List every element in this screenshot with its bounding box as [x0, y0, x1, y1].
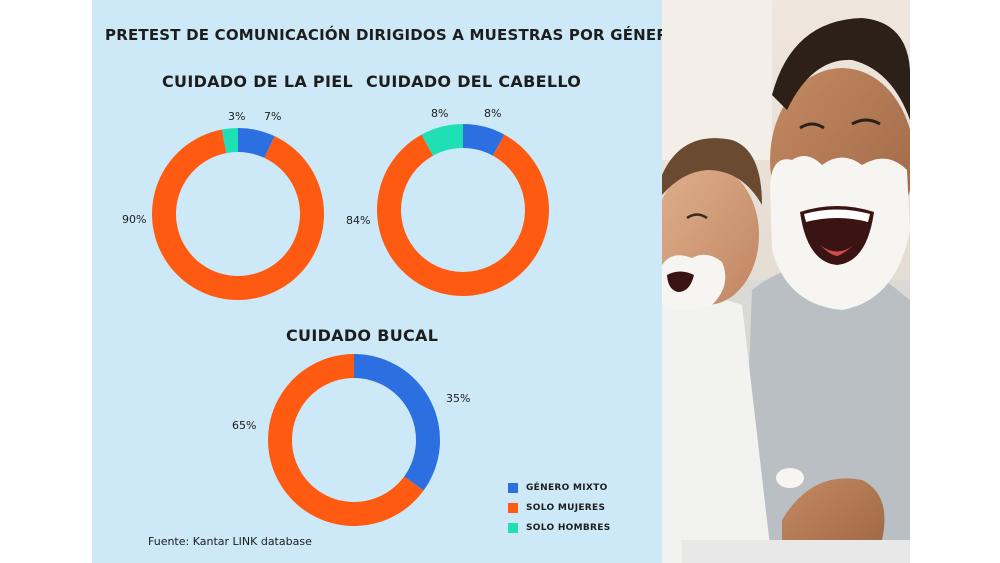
donut-chart-piel: [151, 128, 324, 300]
data-label-hombres-piel: 3%: [228, 110, 246, 123]
legend-item-mixto: GÉNERO MIXTO: [508, 478, 611, 498]
legend: GÉNERO MIXTO SOLO MUJERES SOLO HOMBRES: [508, 478, 611, 538]
legend-item-mujeres: SOLO MUJERES: [508, 498, 611, 518]
donut-segment-mixto: [238, 128, 275, 158]
data-label-mujeres-bucal: 65%: [232, 419, 257, 432]
donut-chart-cabello: [377, 124, 549, 296]
donut-segment-mujeres: [267, 354, 424, 526]
legend-item-hombres: SOLO HOMBRES: [508, 518, 611, 538]
data-label-mujeres-piel: 90%: [122, 213, 147, 226]
source-note: Fuente: Kantar LINK database: [148, 535, 312, 548]
father-and-son-shaving-photo: [662, 0, 910, 563]
donut-chart-bucal: [267, 354, 440, 526]
data-label-mixto-cabello: 8%: [484, 107, 502, 120]
data-label-mixto-piel: 7%: [264, 110, 282, 123]
donut-title-bucal: CUIDADO BUCAL: [286, 326, 439, 345]
donut-title-piel: CUIDADO DE LA PIEL: [162, 72, 353, 91]
legend-swatch-mixto: [508, 483, 518, 493]
donut-segment-hombres: [221, 128, 238, 154]
chart-title: PRETEST DE COMUNICACIÓN DIRIGIDOS A MUES…: [105, 26, 682, 44]
donut-segment-mujeres: [151, 129, 324, 300]
data-label-mixto-bucal: 35%: [446, 392, 471, 405]
data-label-hombres-cabello: 8%: [431, 107, 449, 120]
donut-title-cabello: CUIDADO DEL CABELLO: [366, 72, 582, 91]
donut-segment-mixto: [463, 124, 505, 156]
legend-label-mujeres: SOLO MUJERES: [526, 503, 606, 513]
data-label-mujeres-cabello: 84%: [346, 214, 371, 227]
legend-swatch-mujeres: [508, 503, 518, 513]
donut-segment-hombres: [421, 124, 463, 156]
donut-segment-mixto: [354, 354, 440, 491]
legend-swatch-hombres: [508, 523, 518, 533]
legend-label-mixto: GÉNERO MIXTO: [526, 483, 608, 493]
legend-label-hombres: SOLO HOMBRES: [526, 523, 611, 533]
donut-segment-mujeres: [377, 134, 549, 296]
